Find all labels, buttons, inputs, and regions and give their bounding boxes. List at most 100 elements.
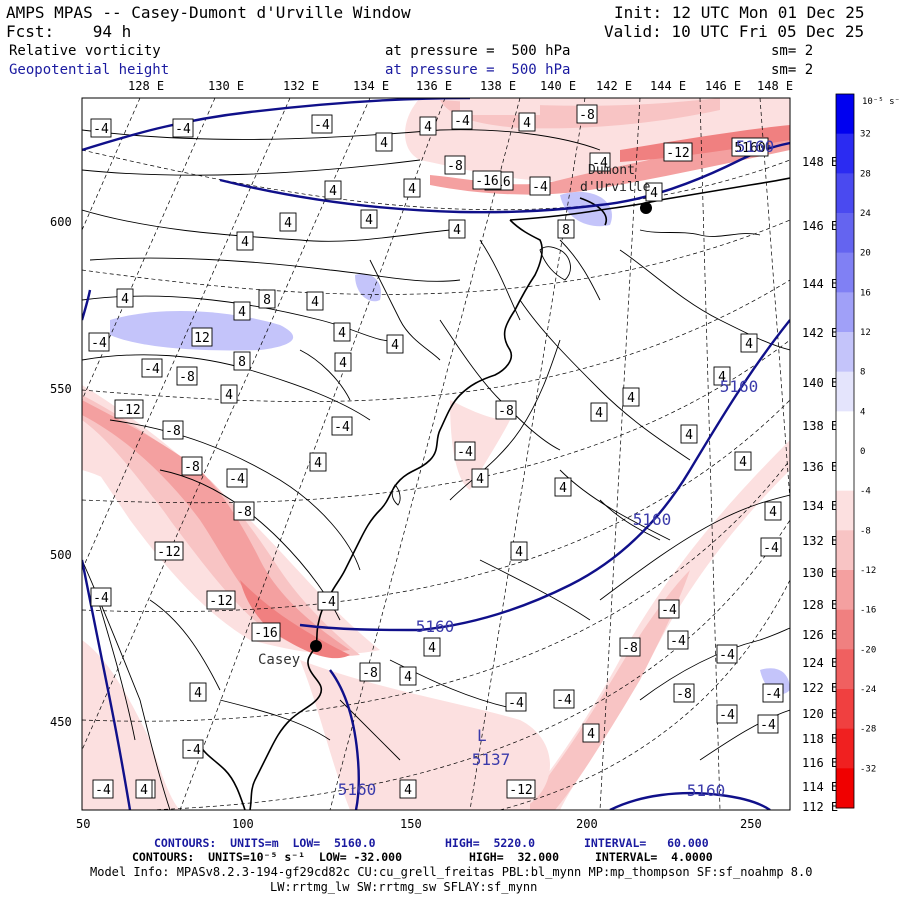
- vorticity-label: -4: [317, 591, 339, 611]
- vorticity-label: -4: [172, 118, 194, 138]
- vorticity-labels: -4-4-44-44-8-12-1651604-4-8-16-444444844…: [88, 104, 784, 799]
- top-lon-label: 138 E: [480, 79, 516, 93]
- vorticity-label: 4: [334, 352, 352, 372]
- vorticity-label: 4: [448, 219, 466, 239]
- right-lon-label: 130 E: [802, 566, 838, 580]
- vorticity-label: 4: [233, 301, 251, 321]
- colorbar-label: 8: [860, 368, 865, 378]
- footer-vort-high: HIGH= 32.000: [469, 850, 560, 864]
- vorticity-label: -8: [359, 662, 381, 682]
- plot-frame: [81, 97, 791, 811]
- right-lon-label: 146 E: [802, 219, 838, 233]
- vorticity-label: -8: [444, 155, 466, 175]
- right-lon-label: 122 E: [802, 681, 838, 695]
- top-lon-label: 128 E: [128, 79, 164, 93]
- vorticity-label: 8: [233, 351, 251, 371]
- vorticity-label: 4: [375, 132, 393, 152]
- svg-text:4: 4: [718, 370, 726, 385]
- right-lon-label: 126 E: [802, 628, 838, 642]
- right-lon-label: 144 E: [802, 277, 838, 291]
- svg-text:4: 4: [365, 213, 373, 228]
- colorbar-label: 16: [860, 288, 871, 298]
- vorticity-label: -12: [206, 590, 236, 610]
- svg-text:8: 8: [238, 355, 246, 370]
- x-axis-label: 150: [400, 817, 422, 831]
- top-longitude-labels: 128 E 130 E 132 E 134 E 136 E 138 E 140 E 142 E…: [128, 79, 793, 93]
- colorbar: 32 28 24 20 16 12 8 4 0 -4 -8 -12 -16 -20 -24 -28 -32: [835, 93, 876, 809]
- vorticity-label: 4: [116, 288, 134, 308]
- negative-vorticity-fills: [82, 98, 790, 810]
- footer-vort-contours: CONTOURS: UNITS=10⁻⁵ s⁻¹ LOW= -32.000: [132, 850, 403, 864]
- field2-smoothing: sm= 2: [771, 62, 814, 78]
- svg-text:-8: -8: [447, 159, 463, 174]
- colorbar-swatch: [836, 649, 854, 690]
- svg-text:-4: -4: [765, 687, 781, 702]
- vorticity-label: 4: [399, 779, 417, 799]
- top-lon-label: 140 E: [540, 79, 576, 93]
- vorticity-label: -4: [182, 739, 204, 759]
- colorbar-unit: 10⁻⁵ s⁻¹: [862, 97, 900, 107]
- colorbar-swatch: [836, 292, 854, 333]
- vorticity-label: -4: [90, 587, 112, 607]
- init-time: Init: 12 UTC Mon 01 Dec 25: [614, 3, 865, 22]
- colorbar-label: 28: [860, 169, 871, 179]
- svg-text:4: 4: [453, 223, 461, 238]
- vorticity-label: -12: [114, 399, 144, 419]
- height-label: 5137: [472, 750, 511, 769]
- vorticity-label: 4: [740, 333, 758, 353]
- vorticity-label: -4: [92, 779, 114, 799]
- vorticity-label: 4: [309, 452, 327, 472]
- durville-label-line1: Dumont: [588, 163, 635, 178]
- svg-text:4: 4: [194, 686, 202, 701]
- vorticity-label: -4: [505, 692, 527, 712]
- vorticity-label: 4: [135, 779, 153, 799]
- y-axis-label: 500: [50, 548, 72, 562]
- vorticity-label: 4: [419, 116, 437, 136]
- svg-text:4: 4: [650, 186, 658, 201]
- forecast-hour: Fcst: 94 h: [6, 22, 132, 41]
- svg-text:4: 4: [225, 388, 233, 403]
- vorticity-label: 4: [554, 477, 572, 497]
- colorbar-swatch: [836, 689, 854, 730]
- colorbar-swatch: [836, 252, 854, 293]
- right-lon-label: 136 E: [802, 460, 838, 474]
- svg-text:4: 4: [559, 481, 567, 496]
- svg-text:8: 8: [263, 293, 271, 308]
- height-label: 5160: [736, 137, 775, 156]
- colorbar-label: 4: [860, 407, 865, 417]
- svg-text:-16: -16: [475, 174, 498, 189]
- right-lon-label: 138 E: [802, 419, 838, 433]
- svg-text:4: 4: [745, 337, 753, 352]
- colorbar-swatch: [836, 530, 854, 571]
- right-lon-label: 128 E: [802, 598, 838, 612]
- vorticity-label: 4: [386, 334, 404, 354]
- colorbar-swatch: [836, 213, 854, 254]
- colorbar-swatch: [836, 451, 854, 492]
- svg-text:8: 8: [562, 223, 570, 238]
- top-lon-label: 142 E: [596, 79, 632, 93]
- x-axis-label: 250: [740, 817, 762, 831]
- svg-text:5160: 5160: [734, 141, 765, 156]
- vorticity-label: -12: [663, 142, 693, 162]
- vorticity-label: 4: [471, 468, 489, 488]
- svg-text:-8: -8: [165, 424, 181, 439]
- svg-text:-16: -16: [254, 626, 277, 641]
- svg-text:-4: -4: [93, 591, 109, 606]
- svg-text:-12: -12: [666, 146, 689, 161]
- vorticity-label: -16: [472, 170, 502, 190]
- vorticity-label: -4: [226, 468, 248, 488]
- vorticity-label: 4: [306, 291, 324, 311]
- svg-text:-4: -4: [670, 634, 686, 649]
- vorticity-label: 4: [590, 402, 608, 422]
- vorticity-label: 4: [423, 637, 441, 657]
- x-axis-label: 100: [232, 817, 254, 831]
- vorticity-label: -4: [667, 630, 689, 650]
- low-marker: L: [477, 726, 487, 745]
- svg-text:-12: -12: [209, 594, 232, 609]
- colorbar-label: -20: [860, 645, 876, 655]
- vorticity-label: -8: [162, 420, 184, 440]
- footer-height-contours: CONTOURS: UNITS=m LOW= 5160.0: [154, 836, 376, 850]
- svg-text:4: 4: [769, 505, 777, 520]
- vorticity-label: 4: [582, 723, 600, 743]
